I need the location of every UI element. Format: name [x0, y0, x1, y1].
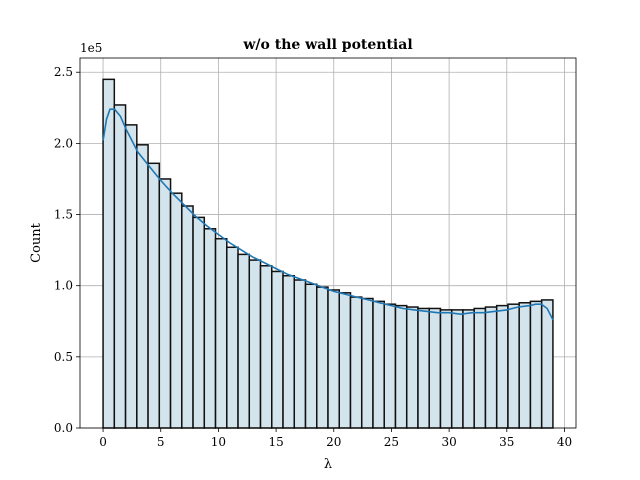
x-tick-label: 15 [268, 435, 283, 449]
histogram-bar [259, 265, 273, 429]
histogram-bar [282, 274, 296, 429]
x-tick-label: 40 [557, 435, 572, 449]
y-tick-label: 1.5 [54, 208, 73, 222]
histogram-bar [417, 307, 430, 429]
x-axis-label: λ [324, 457, 332, 472]
histogram-bar [192, 216, 206, 429]
x-tick-label: 30 [441, 435, 456, 449]
histogram-bar [124, 124, 138, 429]
histogram-bar [372, 300, 385, 429]
histogram-bar [495, 304, 509, 429]
y-tick-label: 2.5 [54, 65, 73, 79]
histogram-bar [428, 307, 442, 429]
histogram-bar [338, 292, 352, 429]
x-axis-ticks: 0 5 10 15 20 25 30 35 40 [99, 428, 572, 449]
histogram-bar [327, 289, 340, 429]
histogram-bar [248, 259, 262, 429]
histogram-bar [518, 302, 532, 429]
x-tick-label: 0 [99, 435, 107, 449]
histogram-bar [203, 228, 217, 429]
histogram-bar [507, 303, 520, 429]
histogram-bars [102, 78, 554, 429]
plot-frame [79, 57, 577, 429]
histogram-bar [293, 279, 307, 429]
histogram-bar [181, 205, 194, 429]
histogram-bar [169, 192, 183, 429]
y-tick-label: 0.0 [54, 421, 73, 435]
x-tick-label: 5 [157, 435, 165, 449]
histogram-bar [360, 297, 374, 429]
histogram-bar [158, 178, 172, 429]
histogram-bar [349, 296, 363, 429]
histogram-bar [214, 237, 228, 429]
histogram-bar [147, 162, 161, 429]
x-tick-label: 35 [499, 435, 514, 449]
y-tick-label: 0.5 [54, 350, 73, 364]
y-tick-label: 1.0 [54, 279, 73, 293]
y-axis-label: Count [29, 222, 44, 263]
histogram-bar [540, 299, 554, 429]
histogram-bar [271, 270, 284, 429]
y-tick-label: 2.0 [54, 136, 73, 150]
y-offset-label: 1e5 [80, 41, 102, 55]
histogram-bar [439, 309, 453, 429]
chart-title: w/o the wall potential [242, 37, 412, 53]
histogram-bar [484, 306, 498, 429]
histogram-bar [113, 104, 127, 429]
histogram-bar [529, 300, 543, 429]
x-tick-label: 10 [211, 435, 226, 449]
histogram-bar [136, 144, 149, 429]
kde-curve [102, 108, 554, 321]
histogram-bar [316, 286, 329, 429]
histogram-bar [383, 303, 397, 429]
histogram-bar [473, 307, 487, 429]
histogram-bar [394, 304, 408, 429]
histogram-bar [226, 246, 239, 429]
histogram-bar [237, 253, 251, 429]
histogram-bar [462, 309, 475, 429]
histogram-bar [405, 306, 419, 429]
y-axis-ticks: 0.0 0.5 1.0 1.5 2.0 2.5 [54, 65, 80, 435]
histogram-bar [304, 283, 318, 429]
x-tick-label: 20 [326, 435, 341, 449]
x-tick-label: 25 [384, 435, 399, 449]
histogram-bar [450, 309, 464, 429]
